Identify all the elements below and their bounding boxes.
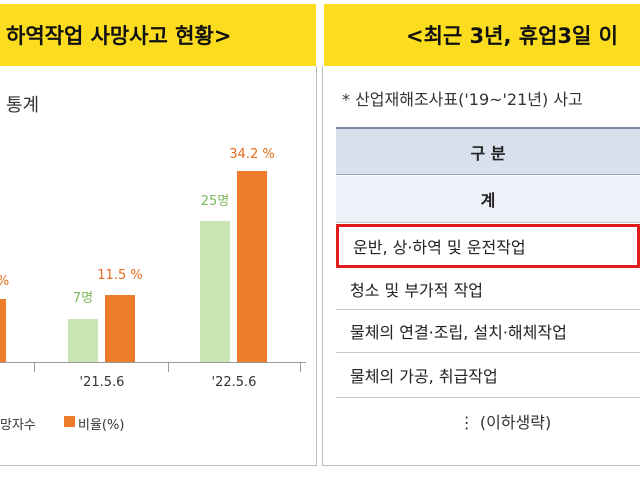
source-note: * 산업재해조사표('19~'21년) 사고 — [342, 90, 583, 109]
row-label: 청소 및 부가적 작업 — [350, 280, 484, 300]
row-label: 물체의 가공, 취급작업 — [350, 367, 498, 386]
table-row: 물체의 가공, 취급작업 — [336, 353, 640, 398]
left-header-text: 하역작업 사망사고 현황> — [6, 24, 232, 48]
left-panel-header: 하역작업 사망사고 현황> — [0, 4, 316, 66]
bar-ratio-0 — [0, 299, 6, 362]
row-label: 물체의 연결·조립, 설치·해체작업 — [350, 323, 567, 342]
x-axis — [0, 362, 306, 363]
right-header-text: <최근 3년, 휴업3일 이 — [406, 24, 618, 48]
right-panel-header: <최근 3년, 휴업3일 이 — [324, 4, 640, 66]
legend-deaths-label: 망자수 — [0, 418, 36, 433]
x-axis-tick — [34, 362, 35, 372]
table-row-highlighted: 운반, 상·하역 및 운전작업 — [336, 224, 640, 268]
table-header-label: 구 분 — [470, 143, 506, 163]
x-tick-label-2: '22.5.6 — [211, 375, 257, 390]
table-row: 청소 및 부가적 작업 — [336, 268, 640, 310]
table-header: 구 분 — [336, 129, 640, 175]
label-deaths-1: 7명 — [72, 291, 94, 306]
label-ratio-2: 34.2 % — [229, 147, 275, 162]
table-omitted-row: ⋮ (이하생략) — [336, 400, 640, 442]
left-panel-frame — [0, 66, 317, 466]
table-total-row: 계 — [336, 176, 640, 223]
omitted-label: ⋮ (이하생략) — [458, 413, 552, 432]
row-label: 운반, 상·하역 및 운전작업 — [353, 238, 526, 257]
table-top-rule — [336, 127, 640, 129]
x-tick-label-1: '21.5.6 — [79, 375, 125, 390]
total-label: 계 — [480, 191, 496, 210]
label-deaths-2: 25명 — [200, 194, 230, 209]
stat-label: 통계 — [6, 95, 40, 116]
bar-ratio-1 — [105, 295, 135, 362]
table-row: 물체의 연결·조립, 설치·해체작업 — [336, 310, 640, 353]
label-ratio-1: 11.5 % — [97, 268, 143, 283]
right-panel-frame — [322, 66, 640, 466]
legend-ratio-swatch — [64, 416, 75, 427]
bar-deaths-1 — [68, 319, 98, 362]
x-axis-tick — [168, 362, 169, 372]
label-ratio-0: % — [0, 274, 9, 289]
bar-ratio-2 — [237, 171, 267, 362]
bar-deaths-2 — [200, 221, 230, 362]
legend-ratio-label: 비율(%) — [78, 418, 125, 433]
x-axis-tick — [300, 362, 301, 372]
